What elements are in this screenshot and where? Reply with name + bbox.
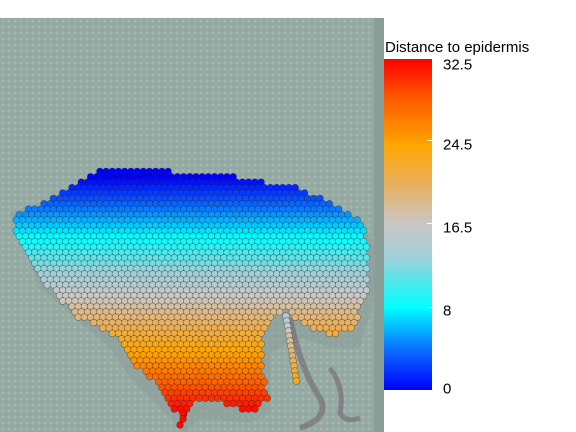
tissue-spot	[350, 318, 358, 327]
tissue-spot	[260, 378, 268, 386]
tissue-spot	[257, 372, 265, 381]
tissue-spot	[362, 275, 371, 284]
tissue-spot	[362, 264, 371, 273]
colorbar-tick-max: 32.5	[443, 56, 473, 74]
tissue-spot	[266, 313, 275, 321]
colorbar-tick-mark	[427, 307, 432, 308]
tissue-spot	[292, 377, 301, 385]
tissue-spot	[359, 237, 368, 246]
tissue-spot	[334, 205, 343, 213]
tissue-spot	[359, 281, 368, 289]
tissue-spot	[325, 329, 333, 338]
colorbar-tick-8: 8	[443, 302, 452, 320]
tissue-spot	[108, 329, 117, 338]
tissue-spot	[223, 399, 231, 408]
tissue-spatial-plot	[0, 18, 384, 432]
tissue-spot	[254, 335, 262, 343]
tissue-spot	[291, 183, 299, 192]
tissue-spot	[276, 308, 284, 316]
tissue-spot	[254, 345, 262, 354]
tissue-spot	[257, 351, 265, 359]
tissue-spot	[356, 232, 364, 240]
tissue-spot	[145, 372, 154, 381]
slide-edge-strip	[374, 18, 384, 432]
tissue-spot	[359, 270, 368, 278]
colorbar-tick-mark	[427, 140, 432, 141]
legend-title: Distance to epidermis	[385, 39, 530, 56]
tissue-spot	[179, 415, 187, 423]
tissue-spot	[214, 394, 222, 402]
tissue-spot	[353, 313, 361, 321]
colorbar-tick-mark	[427, 223, 432, 224]
tissue-stroma	[287, 317, 326, 431]
tissue-spot	[331, 329, 340, 338]
tissue-spot	[170, 405, 179, 413]
tissue-spot	[356, 297, 364, 305]
tissue-spot	[347, 324, 355, 332]
tissue-spot	[58, 297, 67, 305]
tissue-spot	[74, 313, 82, 321]
tissue-spot	[353, 302, 361, 311]
tissue-spot	[186, 399, 194, 408]
tissue-spot	[176, 421, 184, 429]
tissue-spot	[260, 389, 268, 397]
tissue-spot	[207, 394, 216, 402]
tissue-spot	[245, 405, 253, 413]
tissue-spot	[257, 340, 265, 348]
colorbar-tick-min: 0	[443, 380, 452, 398]
tissue-spot	[300, 189, 309, 197]
tissue-spot	[254, 367, 262, 375]
tissue-stroma-2	[327, 366, 361, 423]
tissue-spot	[263, 394, 271, 402]
tissue-spot	[359, 227, 368, 235]
tissue-spot	[291, 313, 299, 321]
tissue-spot	[316, 194, 324, 203]
tissue-spot	[80, 313, 89, 321]
tissue-spot	[251, 405, 259, 413]
tissue-spot	[341, 324, 349, 332]
tissue-spot	[254, 399, 262, 408]
tissue-spot	[257, 178, 265, 186]
tissue-spot	[356, 221, 364, 230]
tissue-spot	[310, 324, 318, 332]
tissue-spot	[353, 216, 361, 224]
tissue-spot	[263, 318, 271, 327]
tissue-spot	[300, 318, 309, 327]
tissue-spot	[344, 210, 352, 219]
tissue-spot	[359, 291, 368, 300]
tissue-spot	[99, 324, 107, 332]
tissue-spot	[229, 399, 237, 408]
tissue-spot	[260, 324, 268, 332]
tissue-spot	[257, 362, 265, 370]
tissue-spot	[238, 405, 247, 413]
tissue-spot	[257, 329, 265, 338]
tissue-spot	[359, 248, 368, 257]
tissue-spot	[257, 383, 265, 392]
spot-map	[0, 18, 384, 432]
colorbar-tick-165: 16.5	[443, 219, 473, 237]
tissue-spot	[359, 259, 368, 267]
tissue-spot	[133, 362, 141, 370]
tissue-spot	[350, 308, 358, 316]
tissue-spot	[254, 356, 262, 365]
tissue-spot	[43, 281, 51, 289]
tissue-spot	[325, 200, 333, 208]
tissue-spot	[195, 394, 203, 402]
tissue-spot	[164, 167, 172, 176]
tissue-spot	[316, 324, 324, 332]
tissue-spot	[362, 286, 371, 294]
tissue-spot	[229, 173, 237, 181]
tissue-spot	[89, 318, 98, 327]
tissue-spot	[201, 394, 210, 402]
colorbar-tick-245: 24.5	[443, 136, 473, 154]
tissue-spot	[362, 254, 371, 262]
tissue-spot	[362, 243, 371, 251]
colorbar	[384, 59, 432, 390]
